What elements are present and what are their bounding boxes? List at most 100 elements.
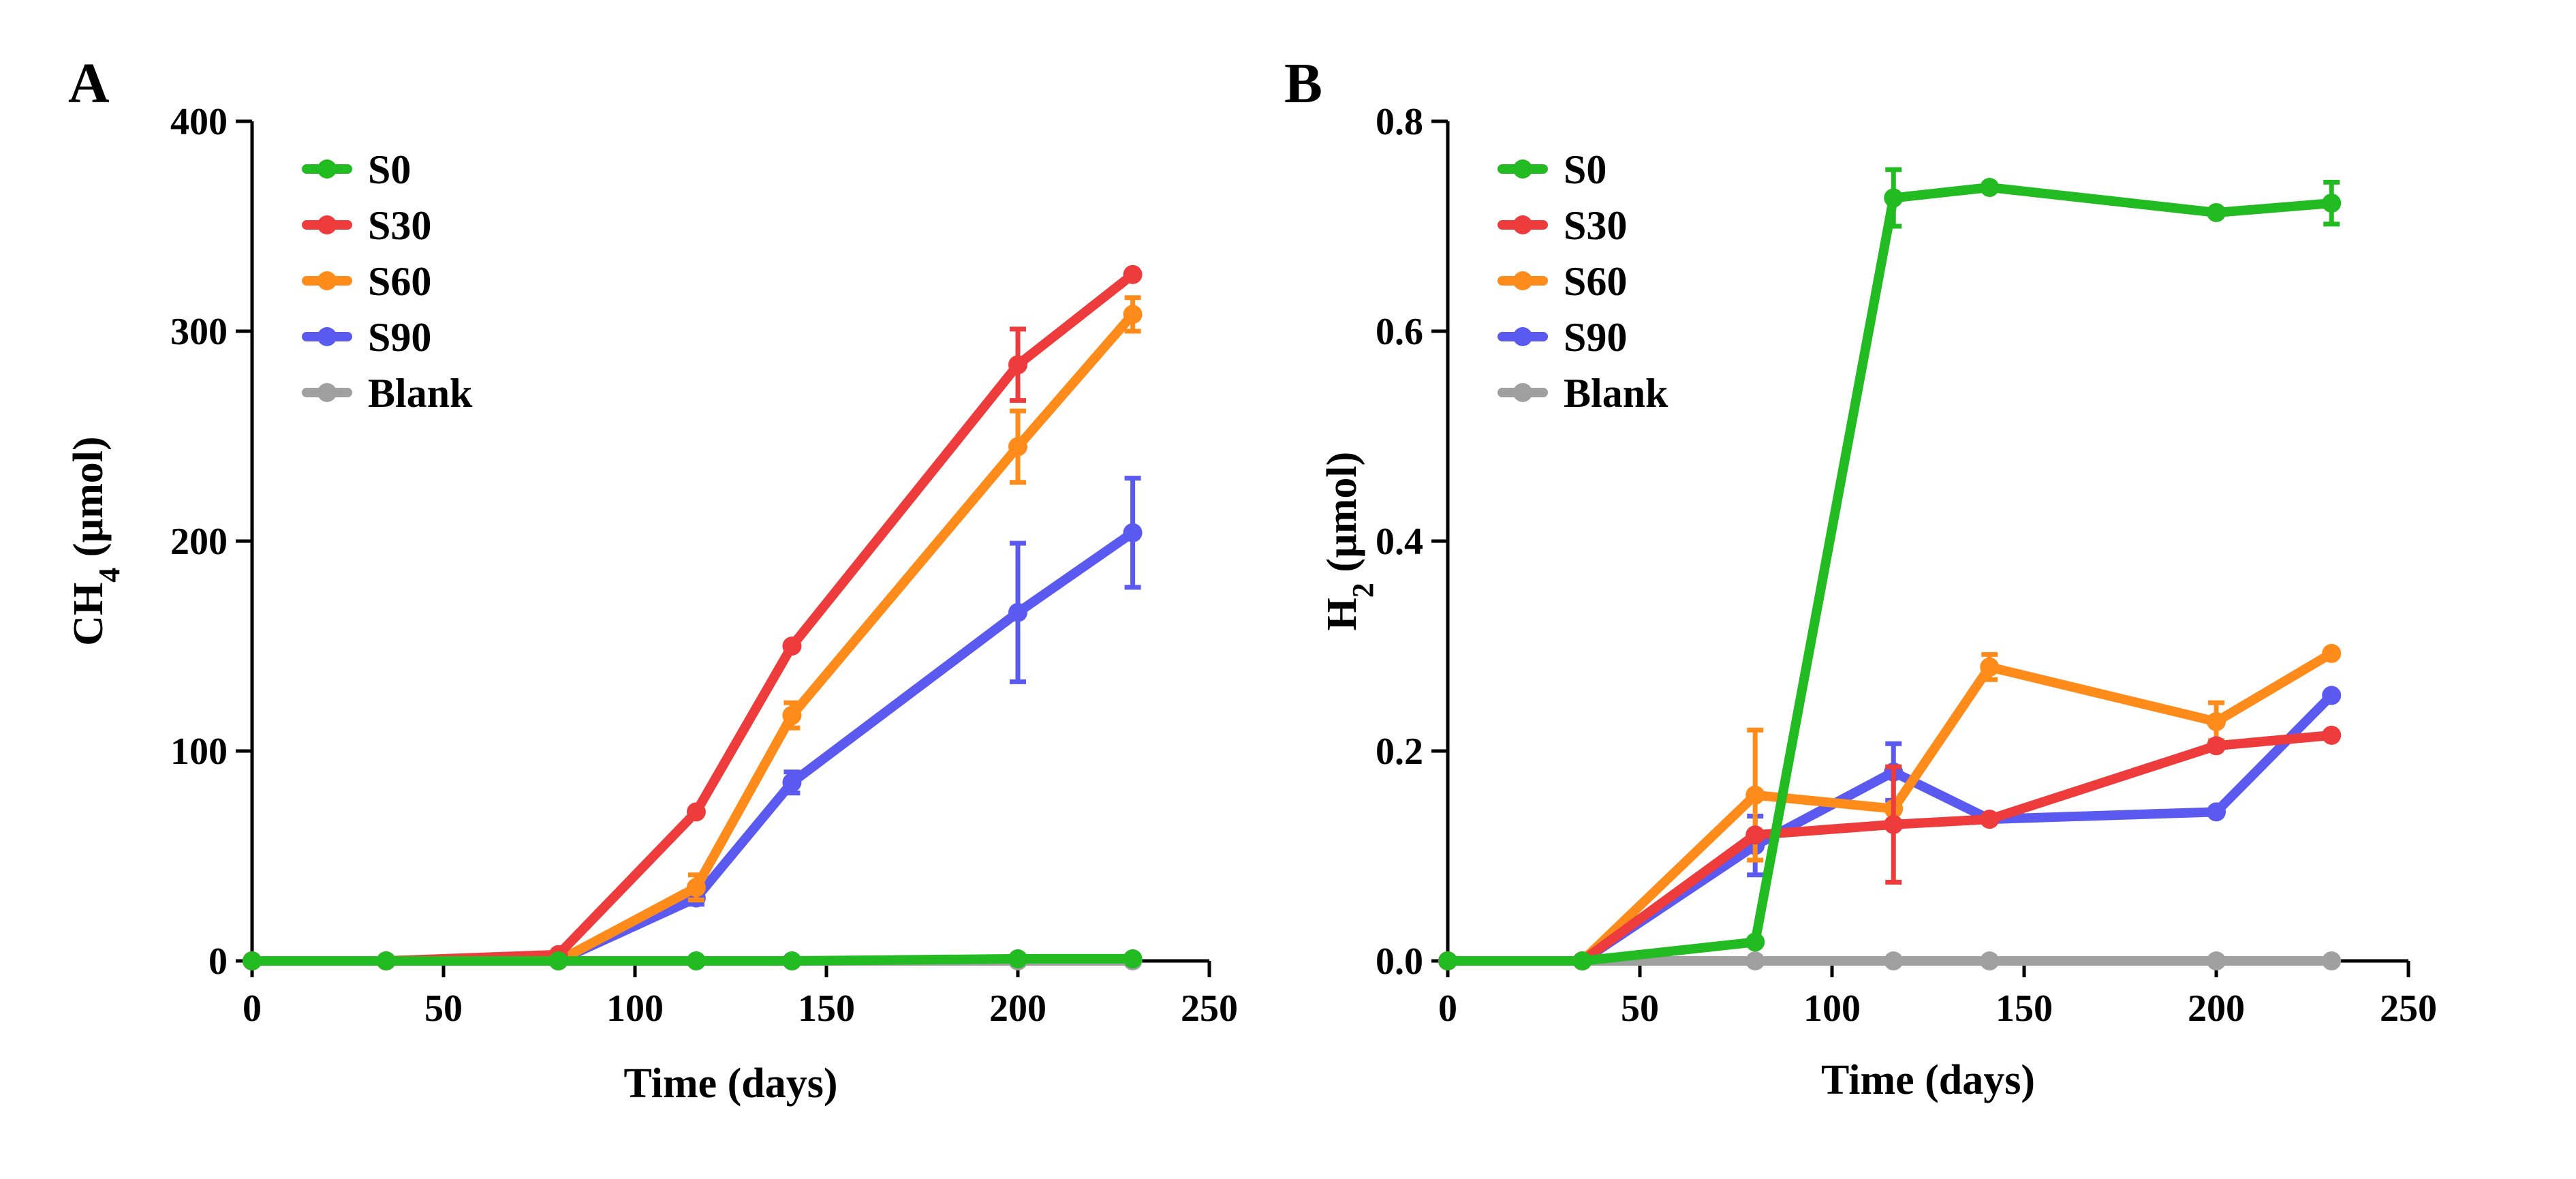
panel-a-y-tick-label: 300 xyxy=(170,311,228,353)
panel-b-legend-marker xyxy=(1513,383,1532,402)
panel-a-series-s0-point xyxy=(782,951,802,970)
panel-a-legend-label: S60 xyxy=(368,259,431,304)
panel-b-legend-item-s0: S0 xyxy=(1498,147,1607,192)
panel-a-legend-label: Blank xyxy=(368,371,473,416)
panel-a-series-s0 xyxy=(243,949,1143,970)
panel-b-legend-label: S0 xyxy=(1564,147,1607,192)
panel-a-legend-item-blank: Blank xyxy=(302,371,473,416)
panel-a-series-s90 xyxy=(243,476,1143,970)
panel-a-y-axis-title: CH4 (µmol) xyxy=(65,436,126,645)
panel-b-legend-item-s30: S30 xyxy=(1498,203,1627,248)
panel-a-legend-marker xyxy=(317,159,337,179)
panel-a-series-s30-point xyxy=(1008,355,1027,375)
panel-a-legend-label: S30 xyxy=(368,203,431,248)
panel-b-series-s30-point xyxy=(2207,736,2226,756)
panel-b-y-tick-label: 0.8 xyxy=(1376,101,1423,143)
panel-b-legend-marker xyxy=(1513,215,1532,234)
panel-b-series-s0-point xyxy=(2207,202,2226,222)
panel-a-legend-marker xyxy=(317,215,337,234)
panel-a-y-tick-label: 0 xyxy=(208,940,228,983)
panel-a-legend-marker xyxy=(317,271,337,290)
panel-a-series-s60-point xyxy=(1123,305,1143,324)
panel-b-series-blank-point xyxy=(1884,951,1904,970)
panel-a-series-s60-point xyxy=(1008,437,1027,457)
panel-b-y-tick-label: 0.2 xyxy=(1376,731,1423,773)
panel-b-series-blank-point xyxy=(2322,951,2342,970)
panel-a-y-tick-label: 100 xyxy=(170,731,228,773)
panel-a-series-s90-point xyxy=(1123,523,1143,542)
panel-a-series-s60-point xyxy=(686,878,706,898)
panel-a-y-axis-title-sub: 4 xyxy=(93,568,126,583)
panel-b-legend-label: S30 xyxy=(1564,203,1627,248)
panel-a-series-s0-point xyxy=(686,951,706,970)
panel-b-series-s60-point xyxy=(1980,657,2000,677)
panel-a-y-tick-label: 400 xyxy=(170,101,228,143)
panel-b-label: B xyxy=(1284,52,1322,115)
panel-a-series-s90-point xyxy=(782,773,802,793)
panel-a-legend-item-s0: S0 xyxy=(302,147,411,192)
panel-a-y-tick-label: 200 xyxy=(170,521,228,563)
panel-a-series-s0-point xyxy=(1123,949,1143,968)
panel-a-series-s0-point xyxy=(548,951,568,970)
panel-b-legend-marker xyxy=(1513,271,1532,290)
panel-b-legend-label: Blank xyxy=(1564,371,1669,416)
panel-a-series-s0-point xyxy=(243,951,262,970)
panel-b-x-tick-label: 50 xyxy=(1621,987,1659,1030)
panel-b-series-s30-point xyxy=(1745,825,1765,845)
panel-b-series-s0-point xyxy=(1438,951,1457,970)
panel-a-legend-marker xyxy=(317,383,337,402)
panel-b-legend-label: S90 xyxy=(1564,315,1627,360)
panel-b-x-axis-title: Time (days) xyxy=(1821,1057,2035,1103)
panel-a-series-s0-point xyxy=(1008,949,1027,968)
panel-b-y-axis-title: H2 (µmol) xyxy=(1319,452,1380,631)
panel-b-legend: S0 S30 S60 S90 Blank xyxy=(1498,147,1669,416)
panel-a-legend-item-s30: S30 xyxy=(302,203,431,248)
panel-b-series-s0-point xyxy=(2322,194,2342,213)
panel-b-y-tick-label: 0.0 xyxy=(1376,940,1423,983)
panel-a-x-tick-label: 50 xyxy=(424,987,463,1030)
panel-b-series-blank-point xyxy=(2207,951,2226,970)
panel-b-legend-marker xyxy=(1513,327,1532,346)
panel-b-x-tick-label: 150 xyxy=(1996,987,2053,1030)
panel-a-x-axis-title: Time (days) xyxy=(623,1060,837,1107)
panel-b-series-blank-point xyxy=(1980,951,2000,970)
panel-b-series-s60-point xyxy=(1745,785,1765,805)
panel-a-x-tick-label: 0 xyxy=(243,987,262,1030)
panel-b-series-s90-point xyxy=(2322,686,2342,705)
panel-b-legend-marker xyxy=(1513,159,1532,179)
panel-b-series-s0-point xyxy=(1745,932,1765,952)
panel-b-y-tick-label: 0.6 xyxy=(1376,311,1423,353)
panel-a-series-s60-point xyxy=(782,705,802,725)
panel-b-y-axis-title-base: H xyxy=(1319,598,1365,630)
panel-b-series-s30-point xyxy=(1884,814,1904,834)
panel-a-legend-label: S90 xyxy=(368,315,431,360)
panel-b-series-s60-point xyxy=(2322,643,2342,663)
panel-b-legend-item-blank: Blank xyxy=(1498,371,1669,416)
panel-b-series-s60 xyxy=(1438,643,2342,970)
panel-b-series-s0-point xyxy=(1980,178,2000,198)
panel-a-x-tick-label: 150 xyxy=(798,987,855,1030)
panel-a: A Time (days) CH4 (µmol) 0 50 100 150 200 250… xyxy=(65,52,1238,1107)
panel-b-series-s30 xyxy=(1438,725,2342,970)
panel-b-legend-item-s90: S90 xyxy=(1498,315,1627,360)
panel-b-series-s30-point xyxy=(1980,810,2000,829)
panel-b-series-s0-point xyxy=(1884,188,1904,208)
panel-b-series-s30-point xyxy=(2322,725,2342,745)
panel-a-series-s30-point xyxy=(1123,264,1143,284)
panel-a-x-tick-label: 250 xyxy=(1181,987,1238,1030)
panel-b-x-tick-label: 0 xyxy=(1438,987,1457,1030)
panel-b-series-s0 xyxy=(1438,167,2342,970)
panel-a-series-s30-point xyxy=(782,637,802,656)
panel-b-series-s90-point xyxy=(2207,802,2226,822)
panel-b-series-s60-point xyxy=(2207,711,2226,731)
panel-b-y-axis-title-unit: (µmol) xyxy=(1319,452,1365,583)
panel-a-y-axis-title-base: CH xyxy=(65,583,112,646)
panel-a-label: A xyxy=(68,52,110,115)
panel-a-series-s0-point xyxy=(376,951,396,970)
panel-a-legend-label: S0 xyxy=(368,147,411,192)
panel-a-x-tick-label: 200 xyxy=(989,987,1046,1030)
panel-a-legend-item-s60: S60 xyxy=(302,259,431,304)
panel-b-legend-item-s60: S60 xyxy=(1498,259,1627,304)
panel-b-y-axis-title-sub: 2 xyxy=(1346,583,1380,598)
panel-a-series-s30-point xyxy=(686,802,706,822)
